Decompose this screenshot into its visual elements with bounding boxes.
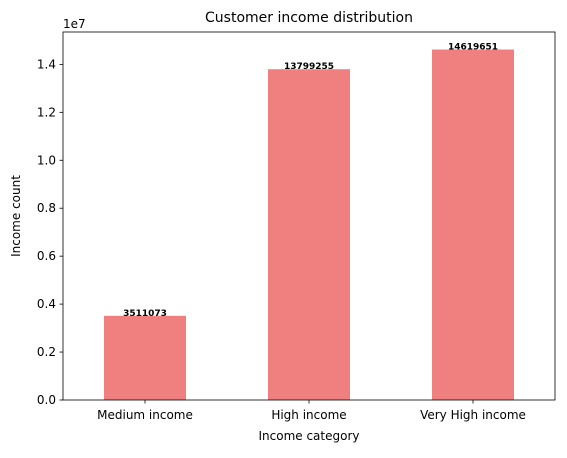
bar — [432, 49, 514, 400]
bar — [104, 315, 186, 400]
chart-title: Customer income distribution — [205, 10, 413, 26]
y-axis-scale-label: 1e7 — [63, 17, 86, 31]
y-tick-label: 0.4 — [37, 297, 56, 311]
data-label: 13799255 — [284, 62, 334, 72]
bars-layer: 3511073 13799255 14619651 — [104, 43, 514, 401]
data-label: 14619651 — [448, 43, 498, 53]
y-tick-label: 0.6 — [37, 249, 56, 263]
y-tick-label: 1.0 — [37, 153, 56, 167]
x-axis-label: Income category — [258, 429, 359, 443]
x-tick-label: High income — [271, 408, 346, 422]
x-tick-label: Very High income — [420, 408, 526, 422]
y-tick-label: 1.2 — [37, 105, 56, 119]
y-tick-label: 0.0 — [37, 393, 56, 407]
y-tick-label: 1.4 — [37, 57, 56, 71]
bar — [268, 69, 350, 401]
data-label: 3511073 — [123, 309, 167, 319]
x-tick-label: Medium income — [97, 408, 193, 422]
axes-layer: 0.0 0.2 0.4 0.6 0.8 1.0 1.2 1.4 Medium income Hig… — [37, 31, 556, 422]
y-tick-label: 0.8 — [37, 201, 56, 215]
y-tick-label: 0.2 — [37, 345, 56, 359]
y-axis-label: Income count — [9, 175, 23, 257]
